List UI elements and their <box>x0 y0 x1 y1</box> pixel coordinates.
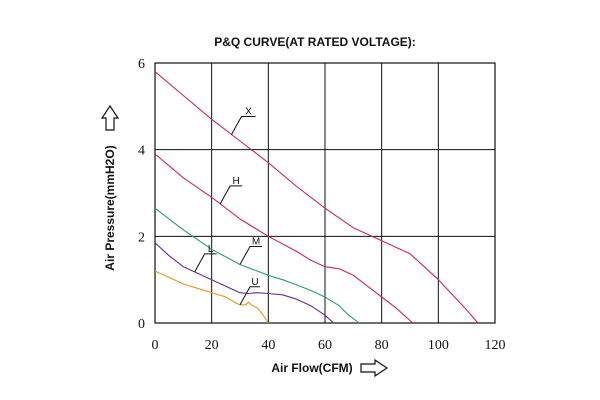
curve-labels: X H M L U <box>194 107 262 306</box>
curve-label-leader <box>239 246 262 265</box>
x-tick-label: 20 <box>205 338 219 353</box>
grid <box>155 63 495 323</box>
y-tick-label: 6 <box>138 57 145 72</box>
x-tick-label: 60 <box>318 338 332 353</box>
x-tick-label: 0 <box>152 338 159 353</box>
series-line-h <box>154 153 414 324</box>
tick-labels: 0 20 40 60 80 100 120 0 2 4 6 <box>138 57 506 353</box>
curve-label-x: X <box>245 107 252 118</box>
series-line-l <box>154 242 334 324</box>
y-tick-label: 4 <box>138 144 145 159</box>
curve-label-h: H <box>233 176 240 187</box>
y-axis-label: Air Pressure(mmH2O) <box>103 145 117 270</box>
curve-label-l: L <box>208 244 214 255</box>
y-tick-label: 0 <box>138 317 145 332</box>
x-tick-label: 120 <box>485 338 506 353</box>
curve-label-u: U <box>251 277 258 288</box>
chart-title: P&Q CURVE(AT RATED VOLTAGE): <box>214 35 416 49</box>
x-tick-label: 80 <box>375 338 389 353</box>
curve-label-leader <box>239 286 260 306</box>
plot-frame <box>154 62 496 324</box>
x-axis-arrow-icon <box>360 358 389 378</box>
y-tick-label: 2 <box>138 230 145 245</box>
curve-label-leader <box>231 116 256 135</box>
x-tick-label: 40 <box>261 338 275 353</box>
series-line-m <box>154 207 360 324</box>
x-tick-label: 100 <box>428 338 449 353</box>
series-line-x <box>154 71 479 324</box>
curve-label-leader <box>194 253 217 273</box>
series-lines <box>154 71 479 324</box>
curve-label-leader <box>219 185 243 205</box>
x-axis-label: Air Flow(CFM) <box>271 361 352 375</box>
series-line-u <box>154 270 269 324</box>
y-axis-arrow-icon <box>100 104 120 131</box>
curve-label-m: M <box>252 237 260 248</box>
